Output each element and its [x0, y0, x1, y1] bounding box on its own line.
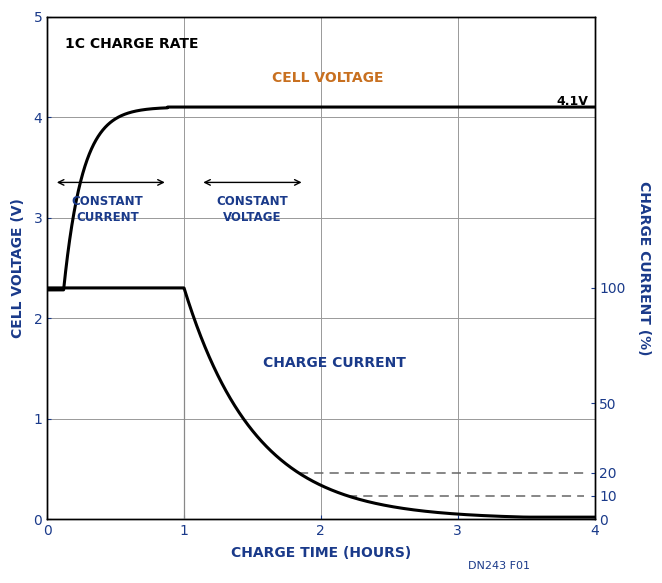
Y-axis label: CELL VOLTAGE (V): CELL VOLTAGE (V)	[11, 198, 25, 338]
Text: CONSTANT
VOLTAGE: CONSTANT VOLTAGE	[216, 195, 289, 224]
Text: 4.1V: 4.1V	[556, 94, 588, 107]
Y-axis label: CHARGE CURRENT (%): CHARGE CURRENT (%)	[637, 181, 651, 355]
Text: CHARGE CURRENT: CHARGE CURRENT	[263, 356, 406, 370]
Text: 1C CHARGE RATE: 1C CHARGE RATE	[65, 37, 199, 51]
Text: CELL VOLTAGE: CELL VOLTAGE	[272, 71, 383, 85]
X-axis label: CHARGE TIME (HOURS): CHARGE TIME (HOURS)	[231, 546, 411, 560]
Text: CONSTANT
CURRENT: CONSTANT CURRENT	[71, 195, 143, 224]
Text: DN243 F01: DN243 F01	[467, 561, 530, 571]
